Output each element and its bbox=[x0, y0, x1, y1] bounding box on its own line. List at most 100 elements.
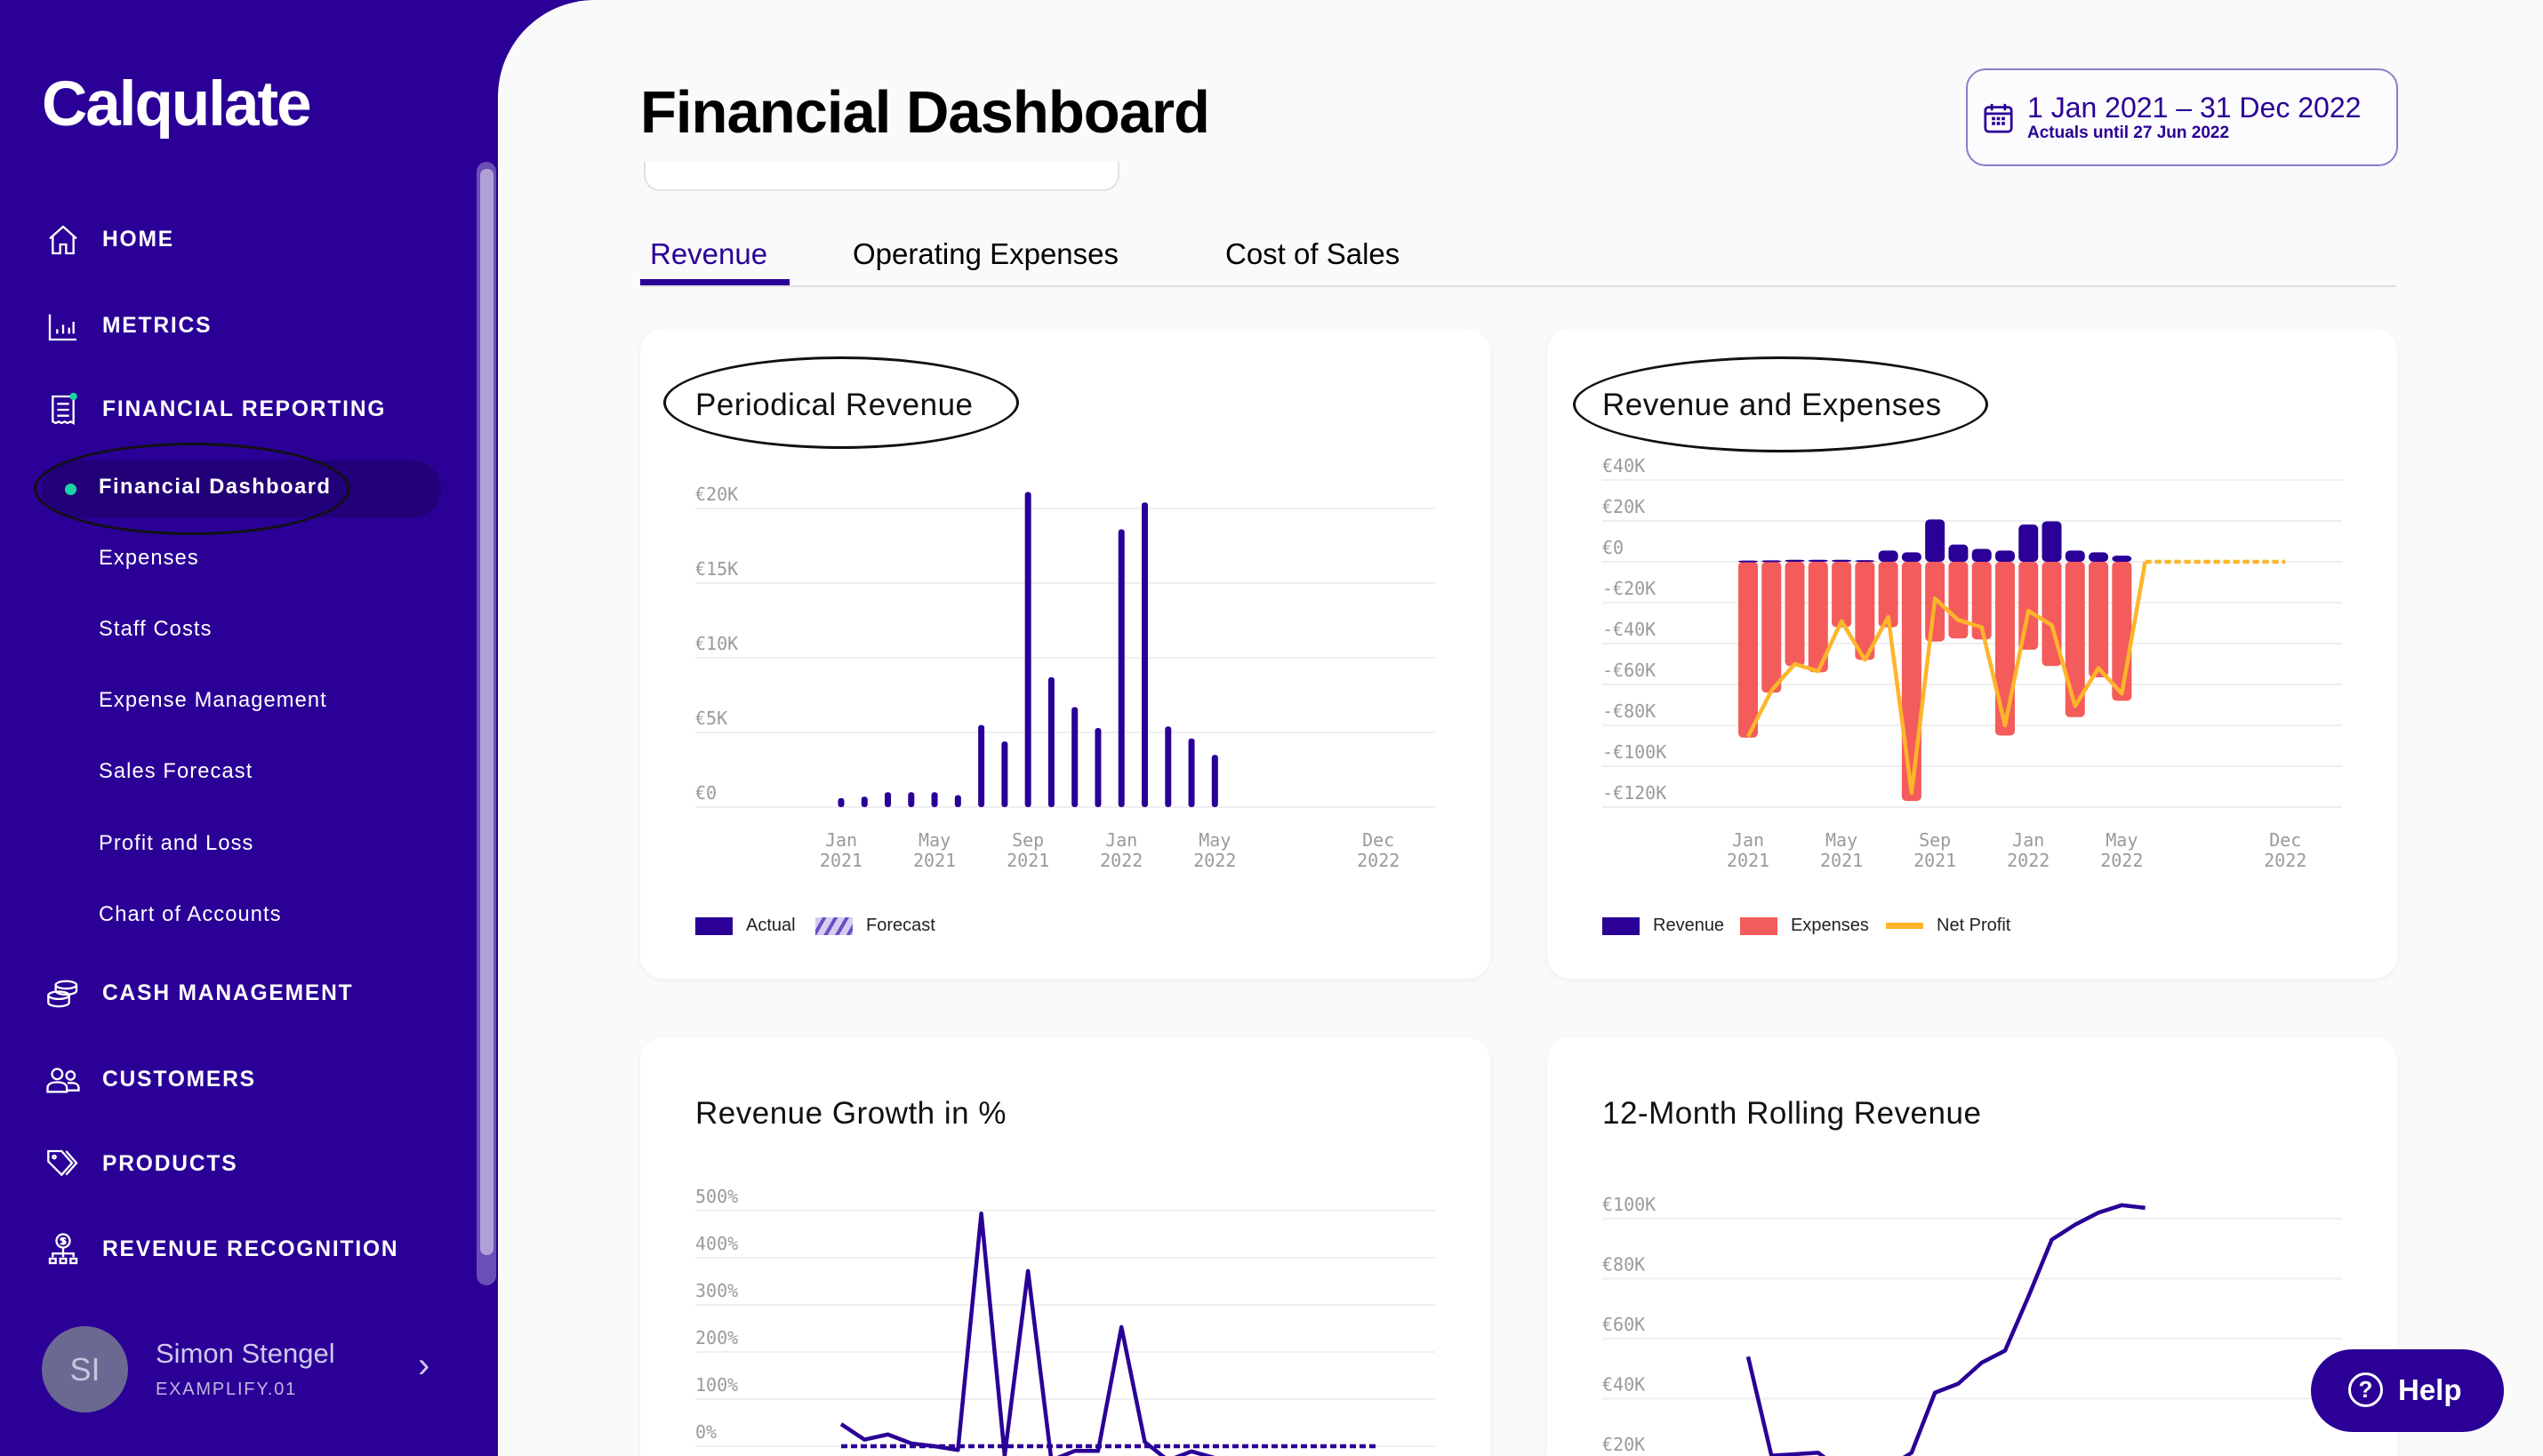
x-tick-year: 2022 bbox=[1100, 850, 1143, 871]
revenue-bar bbox=[838, 797, 845, 807]
legend-item-net-profit[interactable]: Net Profit bbox=[1886, 916, 2010, 936]
legend-item-expenses[interactable]: Expenses bbox=[1740, 916, 1869, 936]
sidebar-item-label: REVENUE RECOGNITION bbox=[102, 1237, 399, 1261]
legend-item-actual[interactable]: Actual bbox=[695, 916, 796, 936]
chevron-right-icon: › bbox=[418, 1346, 430, 1385]
net-profit-line bbox=[1745, 561, 2147, 796]
sidebar-item-cash-management[interactable]: CASH MANAGEMENT bbox=[45, 976, 354, 1012]
x-tick-year: 2022 bbox=[1193, 850, 1236, 871]
revenue-bar bbox=[1024, 492, 1031, 807]
sidebar-item-customers[interactable]: CUSTOMERS bbox=[45, 1062, 256, 1098]
revenue-bar bbox=[1095, 727, 1102, 807]
card-title: 12-Month Rolling Revenue bbox=[1602, 1096, 1982, 1131]
actuals-until-text: Actuals until 27 Jun 2022 bbox=[2027, 124, 2230, 142]
legend-swatch bbox=[815, 916, 853, 935]
x-tick-month: Dec bbox=[2269, 829, 2301, 851]
page-title: Financial Dashboard bbox=[640, 79, 1210, 146]
users-icon bbox=[46, 1068, 80, 1093]
date-range-picker[interactable]: 1 Jan 2021 – 31 Dec 2022 Actuals until 2… bbox=[1966, 68, 2398, 166]
x-tick-year: 2021 bbox=[913, 850, 956, 871]
sidebar-item-financial-reporting[interactable]: FINANCIAL REPORTING bbox=[45, 392, 386, 428]
tab-revenue[interactable]: Revenue bbox=[650, 237, 768, 270]
sidebar-item-products[interactable]: PRODUCTS bbox=[45, 1147, 237, 1182]
legend-label: Expenses bbox=[1791, 916, 1869, 935]
rolling-revenue-card: €100K €80K €60K €40K €20K 12-Month Rolling R… bbox=[1547, 1037, 2397, 1456]
y-tick-label: €20K bbox=[1602, 1434, 1645, 1455]
sidebar-subitem-sales-forecast[interactable]: Sales Forecast bbox=[99, 760, 253, 783]
help-label: Help bbox=[2398, 1373, 2462, 1406]
y-tick-label: €15K bbox=[695, 558, 738, 580]
expenses-bar bbox=[1855, 562, 1875, 660]
card-title: Revenue and Expenses bbox=[1602, 388, 1942, 422]
calendar-icon bbox=[1984, 103, 2013, 133]
sidebar-item-metrics[interactable]: METRICS bbox=[45, 308, 212, 344]
user-name: Simon Stengel bbox=[156, 1338, 335, 1369]
x-tick-month: Jan bbox=[1105, 829, 1137, 851]
x-tick-month: Jan bbox=[1732, 829, 1764, 851]
active-dot bbox=[65, 484, 76, 495]
x-tick-year: 2022 bbox=[2007, 850, 2050, 871]
revenue-bar bbox=[1142, 502, 1149, 807]
legend-label: Net Profit bbox=[1937, 916, 2011, 935]
x-tick-month: May bbox=[919, 829, 951, 851]
tab-cost-of-sales[interactable]: Cost of Sales bbox=[1225, 237, 1400, 270]
x-tick-month: Dec bbox=[1362, 829, 1394, 851]
coins-icon bbox=[47, 980, 78, 1008]
home-icon bbox=[49, 225, 77, 255]
expenses-bar bbox=[1878, 562, 1898, 628]
revenue-bar bbox=[2112, 556, 2132, 562]
sidebar-item-home[interactable]: HOME bbox=[45, 222, 174, 258]
expenses-bar bbox=[1808, 562, 1828, 673]
revenue-and-expenses-chart: €40K €20K €0 -€20K -€40K -€60K -€80K -€100K -€12… bbox=[1602, 455, 2342, 871]
y-tick-label: 100% bbox=[695, 1374, 738, 1396]
sidebar: Calqulate HOME METRICS FINANCIAL REPORTI… bbox=[0, 0, 498, 1456]
tab-operating-expenses[interactable]: Operating Expenses bbox=[853, 237, 1119, 270]
sidebar-scrollbar-thumb[interactable] bbox=[480, 169, 493, 1255]
sidebar-subitem-expenses[interactable]: Expenses bbox=[99, 547, 199, 570]
expenses-bar bbox=[1901, 562, 1921, 802]
expenses-bar bbox=[1971, 562, 1992, 640]
revenue-and-expenses-card: €40K €20K €0 -€20K -€40K -€60K -€80K -€100K -€12… bbox=[1547, 329, 2397, 979]
y-tick-label: -€20K bbox=[1602, 578, 1656, 599]
tags-icon bbox=[47, 1149, 78, 1177]
legend-item-forecast[interactable]: Forecast bbox=[815, 916, 935, 936]
revenue-bar bbox=[1071, 707, 1079, 807]
periodical-revenue-chart: €20K€15K€10K€5K€0Jan2021May2021Sep2021Ja… bbox=[695, 484, 1435, 871]
help-button[interactable]: ? Help bbox=[2311, 1349, 2504, 1432]
revenue-bar bbox=[1047, 676, 1055, 807]
y-tick-label: 300% bbox=[695, 1280, 738, 1301]
sidebar-subitem-financial-dashboard[interactable]: Financial Dashboard bbox=[42, 460, 441, 517]
revenue-growth-chart: 500% 400% 300% 200% 100% 0% bbox=[695, 1186, 1435, 1456]
legend-label: Forecast bbox=[866, 916, 935, 935]
rolling-revenue-chart: €100K €80K €60K €40K €20K bbox=[1602, 1194, 2342, 1456]
revenue-bar bbox=[1188, 738, 1195, 807]
x-tick-month: Sep bbox=[1919, 829, 1951, 851]
revenue-bar bbox=[1761, 560, 1782, 563]
bar-chart-icon bbox=[48, 314, 76, 341]
user-profile[interactable]: SI Simon Stengel EXAMPLIFY.01 › bbox=[42, 1326, 479, 1417]
y-tick-label: 0% bbox=[695, 1421, 717, 1443]
sidebar-subitem-label: Financial Dashboard bbox=[99, 476, 332, 499]
legend-label: Actual bbox=[746, 916, 796, 935]
y-tick-label: -€120K bbox=[1602, 782, 1666, 804]
date-range-text: 1 Jan 2021 – 31 Dec 2022 bbox=[2027, 92, 2362, 124]
sidebar-subitem-staff-costs[interactable]: Staff Costs bbox=[99, 618, 213, 641]
revenue-bar bbox=[1925, 519, 1945, 562]
revenue-bar bbox=[1901, 552, 1921, 562]
sidebar-item-label: CUSTOMERS bbox=[102, 1068, 256, 1092]
expenses-bar bbox=[1948, 562, 1969, 639]
legend-item-revenue[interactable]: Revenue bbox=[1602, 916, 1724, 936]
revenue-bar bbox=[885, 792, 892, 807]
sidebar-item-label: CASH MANAGEMENT bbox=[102, 981, 354, 1005]
y-tick-label: €20K bbox=[695, 484, 738, 505]
revenue-recognition-icon bbox=[48, 1233, 78, 1265]
sidebar-item-revenue-recognition[interactable]: REVENUE RECOGNITION bbox=[45, 1232, 398, 1268]
collapsed-panel bbox=[644, 162, 1119, 191]
sidebar-subitem-expense-management[interactable]: Expense Management bbox=[99, 689, 327, 712]
sidebar-subitem-chart-of-accounts[interactable]: Chart of Accounts bbox=[99, 903, 282, 926]
sidebar-item-label: PRODUCTS bbox=[102, 1152, 238, 1176]
question-icon: ? bbox=[2348, 1372, 2383, 1407]
x-tick-year: 2021 bbox=[1007, 850, 1049, 871]
sidebar-subitem-profit-and-loss[interactable]: Profit and Loss bbox=[99, 832, 254, 855]
x-tick-year: 2022 bbox=[2264, 850, 2306, 871]
